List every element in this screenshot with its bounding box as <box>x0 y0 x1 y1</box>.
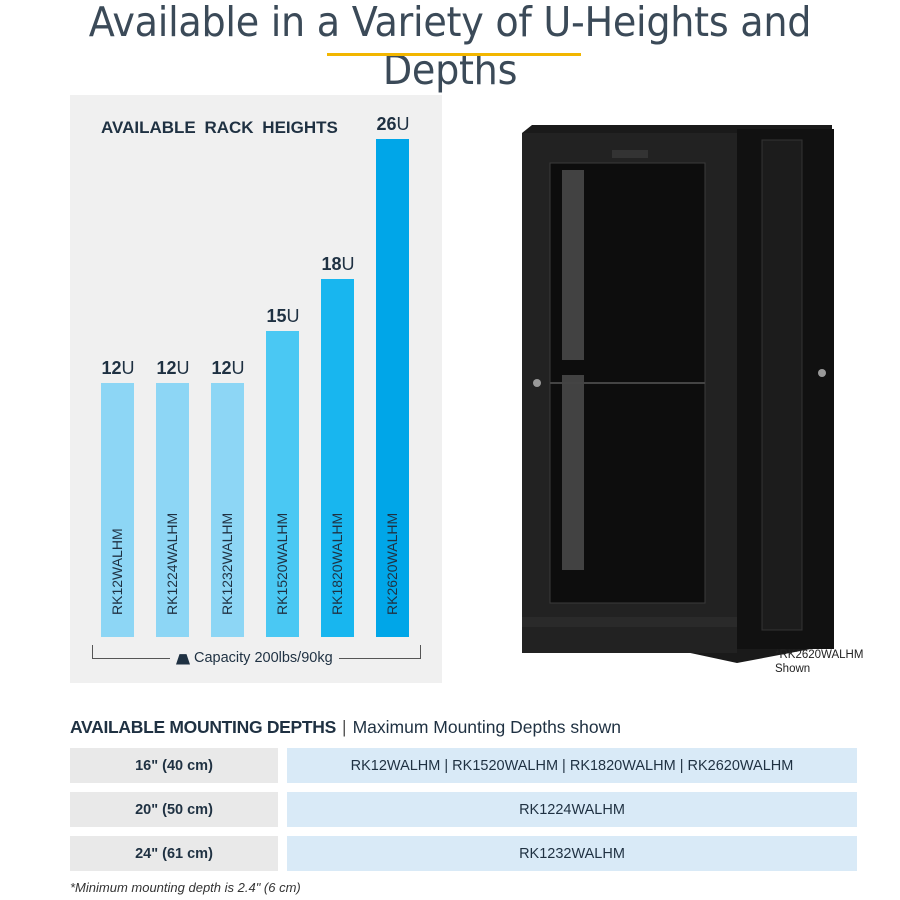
bar-RK1820WALHM: RK1820WALHM <box>321 278 354 637</box>
footnote: *Minimum mounting depth is 2.4" (6 cm) <box>70 880 301 895</box>
caption-shown: Shown <box>775 663 811 675</box>
bar-RK12WALHM: RK12WALHM <box>101 383 134 637</box>
models-cell: RK1232WALHM <box>287 836 857 871</box>
value-unit: U <box>286 305 300 326</box>
bar-RK1224WALHM: RK1224WALHM <box>156 383 189 637</box>
bar-value-label: 12U <box>88 358 148 379</box>
bar-category-label: RK1820WALHM <box>328 512 345 615</box>
capacity-text: Capacity 200lbs/90kg <box>194 650 333 666</box>
depths-header: AVAILABLE MOUNTING DEPTHS | Maximum Mounti… <box>70 717 621 738</box>
bar-RK1520WALHM: RK1520WALHM <box>266 330 299 637</box>
header-separator: | <box>342 717 347 737</box>
value-number: 18 <box>321 253 342 274</box>
bar-category-label: RK1224WALHM <box>163 512 180 615</box>
capacity-annotation: Capacity 200lbs/90kg <box>170 650 339 666</box>
bar-value-label: 12U <box>198 358 258 379</box>
value-number: 15 <box>266 305 287 326</box>
bar-category-label: RK12WALHM <box>108 528 125 615</box>
weight-icon <box>176 654 190 665</box>
bar-RK1232WALHM: RK1232WALHM <box>211 383 244 637</box>
value-unit: U <box>176 358 190 378</box>
title-underline <box>327 53 581 56</box>
page-title: Available in a Variety of U-Heights and … <box>88 0 812 94</box>
product-caption: *RK2620WALHM Shown <box>775 648 863 676</box>
depth-cell: 16" (40 cm) <box>70 748 278 783</box>
value-unit: U <box>231 358 245 378</box>
bar-value-label: 18U <box>308 254 368 275</box>
models-cell: RK1224WALHM <box>287 792 857 827</box>
depth-cell: 24" (61 cm) <box>70 836 278 871</box>
bar-category-label: RK2620WALHM <box>383 512 400 615</box>
value-unit: U <box>396 114 410 135</box>
bar-value-label: 15U <box>253 306 313 327</box>
value-number: 26 <box>376 114 397 135</box>
value-number: 12 <box>156 358 177 378</box>
chart-title: AVAILABLE RACK HEIGHTS <box>101 118 338 137</box>
caption-model: *RK2620WALHM <box>775 649 864 661</box>
value-unit: U <box>121 358 135 378</box>
bar-value-label: 26U <box>363 114 423 135</box>
value-number: 12 <box>211 358 232 378</box>
value-number: 12 <box>101 358 122 378</box>
rack-cabinet-image <box>522 125 834 663</box>
depths-title: AVAILABLE MOUNTING DEPTHS <box>70 717 337 737</box>
value-unit: U <box>341 253 355 274</box>
models-cell: RK12WALHM | RK1520WALHM | RK1820WALHM | … <box>287 748 857 783</box>
bar-category-label: RK1232WALHM <box>218 512 235 615</box>
bar-RK2620WALHM: RK2620WALHM <box>376 139 409 637</box>
depth-cell: 20" (50 cm) <box>70 792 278 827</box>
bar-value-label: 12U <box>143 358 203 379</box>
bar-category-label: RK1520WALHM <box>273 512 290 615</box>
depths-subtitle: Maximum Mounting Depths shown <box>352 717 622 737</box>
